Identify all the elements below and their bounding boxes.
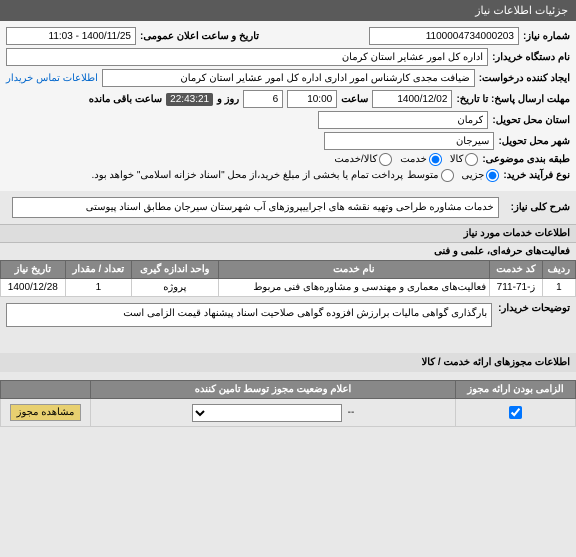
- col-name: نام خدمت: [218, 261, 490, 279]
- requester-input[interactable]: [102, 69, 475, 87]
- cell-code: ز-71-711: [490, 279, 543, 297]
- auth-status-select[interactable]: [192, 404, 342, 422]
- auth-row: -- مشاهده مجوز: [1, 399, 576, 427]
- days-label: روز و: [217, 94, 239, 105]
- auth-status-cell: --: [91, 399, 456, 427]
- deadline-date-input[interactable]: [372, 90, 452, 108]
- buy-jozi-label: جزیی: [462, 170, 485, 181]
- time-left: 22:43:21: [166, 93, 213, 106]
- buyer-org-input[interactable]: [6, 48, 488, 66]
- auth-dash: --: [348, 407, 355, 418]
- days-input[interactable]: [243, 90, 283, 108]
- province-label: استان محل تحویل:: [492, 115, 570, 126]
- col-row: ردیف: [542, 261, 575, 279]
- city-label: شهر محل تحویل:: [498, 136, 570, 147]
- notes-box: بارگذاری گواهی مالیات برارزش افزوده گواه…: [6, 303, 492, 327]
- subject-both-label: کالا/خدمت: [334, 154, 377, 165]
- auth-table: الزامی بودن ارائه مجوز اعلام وضعیت مجوز …: [0, 380, 576, 427]
- cell-unit: پروژه: [132, 279, 218, 297]
- subject-khadamat-radio[interactable]: [429, 153, 442, 166]
- form-section: شماره نیاز: تاریخ و ساعت اعلان عمومی: نا…: [0, 21, 576, 191]
- col-date: تاریخ نیاز: [1, 261, 66, 279]
- auth-col-required: الزامی بودن ارائه مجوز: [456, 381, 576, 399]
- auth-action-cell: مشاهده مجوز: [1, 399, 91, 427]
- buy-motavaset-radio[interactable]: [441, 169, 454, 182]
- announce-date-label: تاریخ و ساعت اعلان عمومی:: [140, 31, 259, 42]
- services-table: ردیف کد خدمت نام خدمت واحد اندازه گیری ت…: [0, 260, 576, 297]
- cell-row: 1: [542, 279, 575, 297]
- services-subheader: فعالیت‌های حرفه‌ای، علمی و فنی: [0, 243, 576, 260]
- view-auth-button[interactable]: مشاهده مجوز: [10, 404, 82, 421]
- cell-name: فعالیت‌های معماری و مهندسی و مشاوره‌های …: [218, 279, 490, 297]
- province-input[interactable]: [318, 111, 488, 129]
- col-qty: تعداد / مقدار: [65, 261, 131, 279]
- announce-date-input[interactable]: [6, 27, 136, 45]
- city-input[interactable]: [324, 132, 494, 150]
- col-code: کد خدمت: [490, 261, 543, 279]
- need-number-input[interactable]: [369, 27, 519, 45]
- auth-required-checkbox[interactable]: [509, 406, 522, 419]
- auth-header: اطلاعات مجوزهای ارائه خدمت / کالا: [0, 353, 576, 372]
- deadline-time-label: ساعت: [341, 94, 368, 105]
- buyer-org-label: نام دستگاه خریدار:: [492, 52, 570, 63]
- subject-type-label: طبقه بندی موضوعی:: [482, 154, 570, 165]
- cell-qty: 1: [65, 279, 131, 297]
- buy-type-group: جزیی متوسط: [407, 169, 499, 182]
- desc-label: شرح کلی نیاز:: [511, 202, 570, 213]
- subject-type-group: کالا خدمت کالا/خدمت: [334, 153, 478, 166]
- desc-box: خدمات مشاوره طراحی وتهیه نقشه های اجرایی…: [12, 197, 499, 218]
- buy-motavaset-label: متوسط: [407, 170, 438, 181]
- contact-link[interactable]: اطلاعات تماس خریدار: [6, 73, 98, 84]
- buy-type-label: نوع فرآیند خرید:: [503, 170, 570, 181]
- titlebar: جزئیات اطلاعات نیاز: [0, 0, 576, 21]
- need-number-label: شماره نیاز:: [523, 31, 570, 42]
- auth-col-status: اعلام وضعیت مجوز توسط تامین کننده: [91, 381, 456, 399]
- buy-jozi-radio[interactable]: [486, 169, 499, 182]
- subject-both-radio[interactable]: [379, 153, 392, 166]
- time-left-label: ساعت باقی مانده: [89, 94, 162, 105]
- table-row: 1 ز-71-711 فعالیت‌های معماری و مهندسی و …: [1, 279, 576, 297]
- buy-note: پرداخت تمام یا بخشی از مبلغ خرید،از محل …: [91, 170, 403, 181]
- subject-kala-radio[interactable]: [465, 153, 478, 166]
- subject-khadamat-label: خدمت: [400, 154, 427, 165]
- col-unit: واحد اندازه گیری: [132, 261, 218, 279]
- subject-kala-label: کالا: [450, 154, 464, 165]
- cell-date: 1400/12/28: [1, 279, 66, 297]
- deadline-label: مهلت ارسال پاسخ: تا تاریخ:: [456, 94, 570, 105]
- requester-label: ایجاد کننده درخواست:: [479, 73, 570, 84]
- services-header: اطلاعات خدمات مورد نیاز: [0, 224, 576, 243]
- auth-required-cell: [456, 399, 576, 427]
- notes-label: توضیحات خریدار:: [498, 303, 570, 327]
- deadline-time-input[interactable]: [287, 90, 337, 108]
